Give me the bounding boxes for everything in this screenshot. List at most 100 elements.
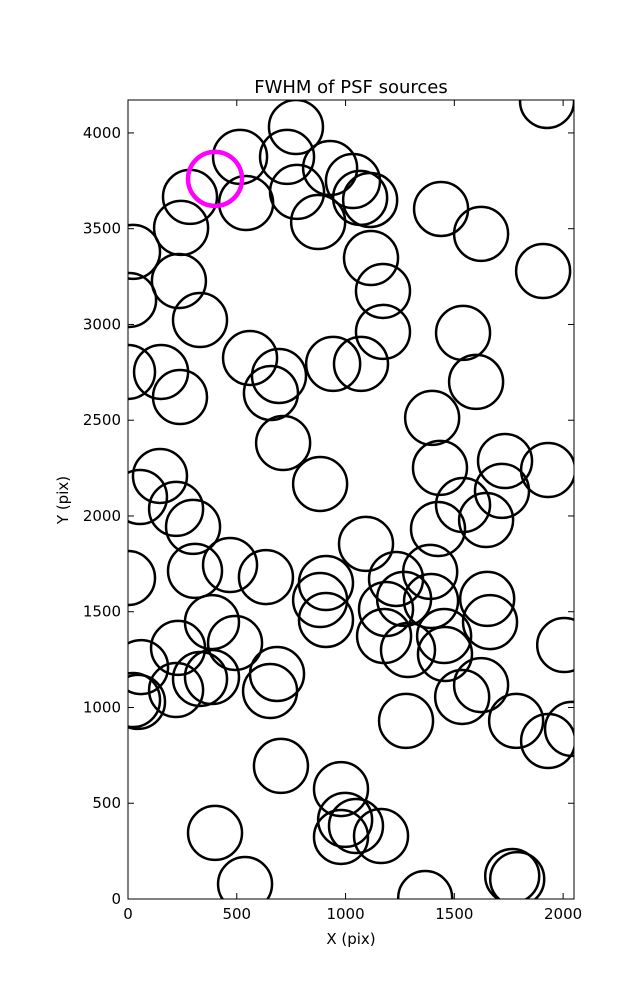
x-tick-label: 1000	[326, 905, 364, 923]
y-tick-label: 3000	[83, 315, 121, 333]
source-circle	[254, 414, 312, 472]
source-circle	[411, 439, 469, 497]
source-circle	[377, 692, 435, 750]
source-circle	[252, 737, 310, 795]
plot-frame	[127, 99, 575, 900]
x-tick-label: 2000	[544, 905, 582, 923]
source-circle	[403, 389, 461, 447]
source-circle	[535, 616, 574, 674]
y-tick-label: 1000	[83, 698, 121, 716]
source-circle	[128, 671, 162, 729]
source-circle	[291, 455, 349, 513]
y-tick-label: 500	[92, 794, 121, 812]
source-circle	[128, 468, 169, 526]
source-circle	[289, 193, 347, 251]
y-tick-label: 3500	[83, 220, 121, 238]
source-circle	[341, 171, 399, 229]
source-circle	[131, 447, 189, 505]
source-circle	[128, 638, 170, 696]
source-circle	[514, 242, 572, 300]
source-circle	[217, 174, 275, 232]
source-circle	[147, 661, 205, 719]
source-circle	[304, 335, 362, 393]
source-circle	[128, 271, 158, 329]
source-circle	[518, 100, 574, 130]
plot-area	[128, 100, 574, 899]
source-circle	[150, 252, 208, 310]
source-circle	[128, 549, 157, 607]
source-circle	[487, 692, 545, 750]
source-circle	[416, 625, 474, 683]
source-circle	[164, 498, 222, 556]
source-circle	[250, 347, 308, 405]
source-circle	[297, 591, 355, 649]
source-circle	[221, 329, 279, 387]
source-circle	[206, 614, 264, 672]
y-tick-label: 2000	[83, 507, 121, 525]
y-tick-label: 0	[111, 890, 121, 908]
source-circle	[183, 593, 241, 651]
y-tick-label: 2500	[83, 411, 121, 429]
y-tick-label: 4000	[83, 124, 121, 142]
source-circle	[237, 548, 295, 606]
source-circle	[312, 760, 370, 818]
source-circle	[132, 343, 190, 401]
source-circle	[473, 462, 531, 520]
source-circle	[166, 542, 224, 600]
source-circle	[458, 570, 516, 628]
source-circle	[452, 656, 510, 714]
source-circle	[483, 847, 541, 899]
source-circle	[447, 353, 505, 411]
source-circle	[128, 223, 162, 281]
source-circle	[476, 432, 534, 490]
source-circle	[183, 648, 241, 706]
source-circle	[434, 304, 492, 362]
source-circle	[185, 149, 245, 209]
source-circle	[375, 570, 433, 628]
source-circle	[543, 700, 574, 758]
source-circle	[316, 791, 374, 849]
source-circle	[457, 491, 515, 549]
x-tick-label: 500	[222, 905, 251, 923]
source-circle	[488, 850, 546, 899]
source-circle	[327, 797, 385, 855]
source-circle	[379, 621, 437, 679]
source-circle	[396, 869, 454, 899]
source-circle	[409, 500, 467, 558]
source-circle	[354, 262, 412, 320]
source-circle	[461, 593, 519, 651]
source-circle	[149, 619, 207, 677]
source-circle	[258, 128, 316, 186]
x-axis-label: X (pix)	[326, 930, 375, 948]
source-circle	[331, 169, 389, 227]
source-circle	[171, 291, 229, 349]
source-circle	[519, 441, 574, 499]
source-circle	[415, 607, 473, 665]
source-circle	[312, 808, 370, 866]
source-circle	[452, 205, 510, 263]
source-circle	[186, 804, 244, 862]
source-circle	[332, 335, 390, 393]
source-circle	[412, 180, 470, 238]
source-circle	[216, 855, 274, 899]
source-circle	[402, 572, 460, 630]
source-circle	[147, 480, 205, 538]
source-circle	[152, 199, 210, 257]
y-axis-label: Y (pix)	[54, 476, 72, 525]
chart-title: FWHM of PSF sources	[254, 77, 448, 98]
source-circle	[128, 343, 157, 401]
source-circle	[128, 673, 167, 731]
source-circle	[201, 536, 259, 594]
y-tick-label: 1500	[83, 603, 121, 621]
source-circle	[151, 368, 209, 426]
x-tick-label: 0	[123, 905, 133, 923]
source-circle	[337, 515, 395, 573]
source-circle	[433, 668, 491, 726]
source-circle	[354, 303, 412, 361]
x-tick-label: 1500	[435, 905, 473, 923]
source-circle	[342, 229, 400, 287]
source-circle	[241, 662, 299, 720]
source-circle	[352, 807, 410, 865]
